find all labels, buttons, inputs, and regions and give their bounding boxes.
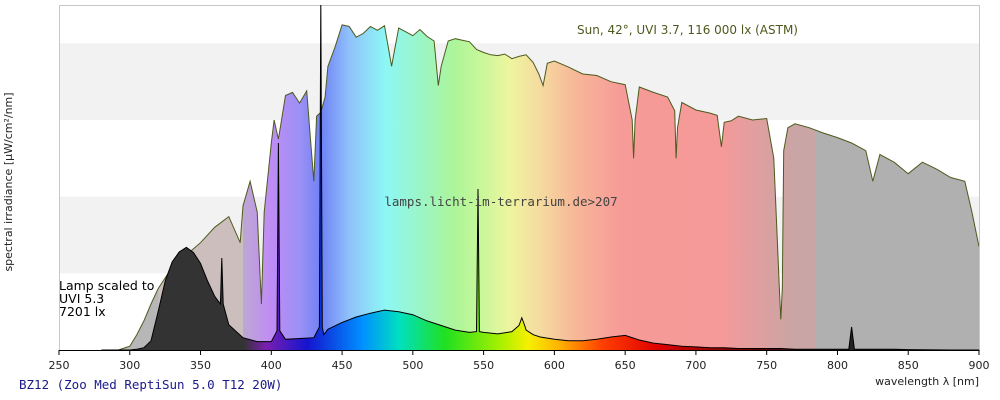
x-tick-label: 900 [969, 359, 990, 372]
footer-lamp-name: BZ12 (Zoo Med ReptiSun 5.0 T12 20W) [19, 377, 282, 392]
y-axis-title: spectral irradiance [µW/cm²/nm] [2, 92, 15, 271]
x-tick-label: 350 [190, 359, 211, 372]
x-tick-label: 600 [544, 359, 565, 372]
x-tick-label: 800 [827, 359, 848, 372]
watermark: lamps.licht-im-terrarium.de>207 [384, 194, 617, 209]
x-tick-label: 450 [332, 359, 353, 372]
x-tick-label: 750 [756, 359, 777, 372]
x-tick-label: 700 [685, 359, 706, 372]
lamp-label: Lamp scaled to UVI 5.3 7201 lx [59, 278, 154, 319]
x-tick-label: 400 [261, 359, 282, 372]
lamp-label-line-1: Lamp scaled to [59, 278, 154, 293]
x-axis-ticks: 250 300 350 400 450 500 550 600 650 700 750 800 850 9… [49, 350, 990, 372]
sun-spectrum-area [118, 24, 979, 350]
x-tick-label: 650 [615, 359, 636, 372]
x-axis-title: wavelength λ [nm] [875, 375, 979, 388]
x-tick-label: 300 [119, 359, 140, 372]
lamp-spectrum-outline [101, 5, 979, 350]
x-tick-label: 550 [473, 359, 494, 372]
x-tick-label: 850 [898, 359, 919, 372]
lamp-label-line-2: UVI 5.3 [59, 291, 104, 306]
x-tick-label: 500 [402, 359, 423, 372]
sun-label: Sun, 42°, UVI 3.7, 116 000 lx (ASTM) [577, 23, 798, 37]
x-tick-label: 250 [49, 359, 70, 372]
lamp-label-line-3: 7201 lx [59, 304, 106, 319]
sun-spectrum-outline [118, 24, 979, 350]
